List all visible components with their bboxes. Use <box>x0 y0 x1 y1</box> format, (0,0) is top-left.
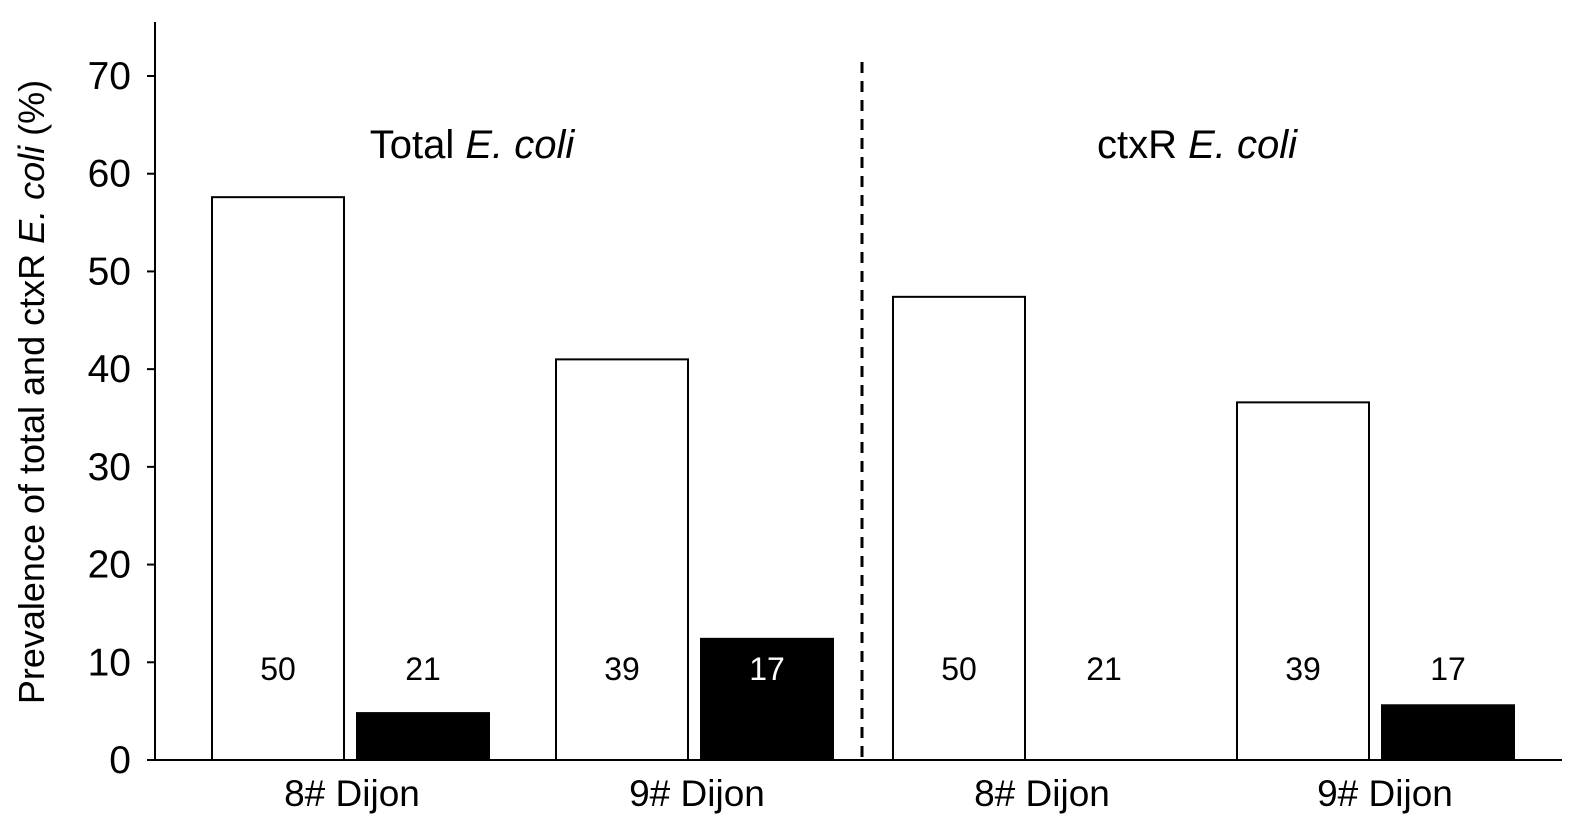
bar-n-label: 50 <box>941 651 977 687</box>
y-tick-label: 0 <box>109 739 131 782</box>
bar-n-label: 17 <box>1430 651 1466 687</box>
y-tick-label: 30 <box>88 446 131 489</box>
bar <box>555 358 689 761</box>
bar-n-label: 17 <box>749 651 785 687</box>
y-tick-label: 20 <box>88 544 131 587</box>
y-tick-label: 70 <box>88 55 131 98</box>
x-category-label: 9# Dijon <box>629 773 765 814</box>
bar-n-label: 50 <box>260 651 296 687</box>
y-tick-label: 40 <box>88 348 131 391</box>
bar-n-label: 39 <box>604 651 640 687</box>
labels: 0 10 20 30 40 50 60 70 Prevalence of total and c… <box>11 55 1466 814</box>
bar-n-label: 21 <box>405 651 441 687</box>
x-category-label: 8# Dijon <box>284 773 420 814</box>
bar-n-label: 21 <box>1086 651 1122 687</box>
bar <box>700 637 834 761</box>
panel-title: ctxR E. coli <box>1097 123 1298 167</box>
y-tick-label: 50 <box>88 250 131 293</box>
bar <box>1236 401 1370 761</box>
y-tick-label: 10 <box>88 641 131 684</box>
x-category-label: 8# Dijon <box>974 773 1110 814</box>
y-axis-label: Prevalence of total and ctxR E. coli (%) <box>11 80 52 704</box>
bar <box>892 295 1026 761</box>
bar-n-label: 39 <box>1285 651 1321 687</box>
y-tick-label: 60 <box>88 153 131 196</box>
bar <box>211 196 345 761</box>
x-category-label: 9# Dijon <box>1317 773 1453 814</box>
bar <box>1381 704 1515 762</box>
bars <box>211 196 1515 762</box>
bar <box>356 712 490 762</box>
panel-title: Total E. coli <box>370 123 576 167</box>
